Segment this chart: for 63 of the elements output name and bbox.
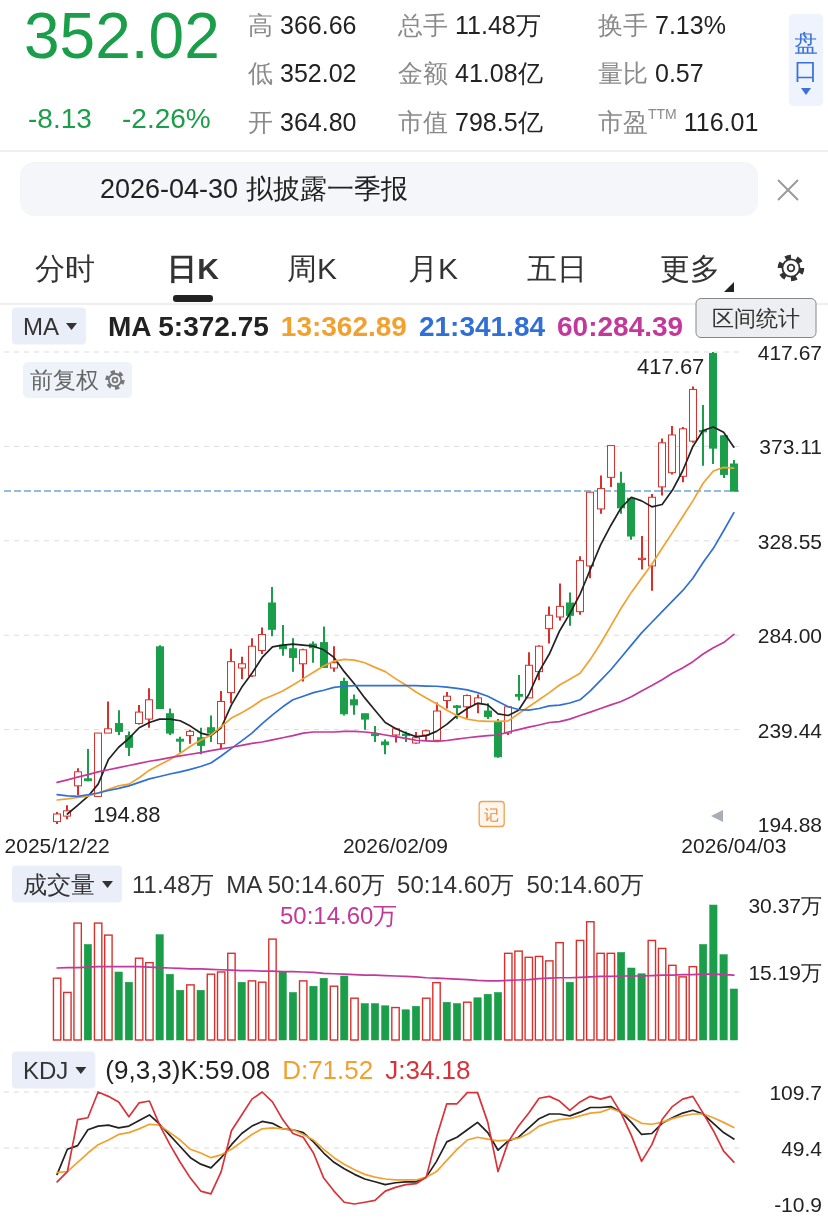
legend: J:34.18 — [385, 1055, 471, 1085]
header-text: 11.48万 — [132, 870, 215, 898]
label: 金额 — [398, 59, 448, 87]
card-text: 月K — [408, 251, 458, 285]
legend: 13:362.89 — [280, 310, 407, 342]
card-text: -8.13 — [28, 102, 92, 134]
legend: (9,3,3)K:59.08 — [105, 1055, 271, 1085]
y-tick-label: 284.00 — [757, 623, 822, 647]
y-tick-label: 417.67 — [757, 340, 822, 364]
value: 352.02 — [280, 59, 357, 87]
button-label: 成交量 — [23, 870, 95, 898]
x-tick-label: 2026/04/03 — [681, 833, 787, 857]
title: 352.02 — [24, 0, 220, 72]
legend: D:71.52 — [282, 1055, 374, 1085]
card-text: -2.26% — [122, 102, 211, 134]
header-text: MA 50:14.60万 — [226, 870, 386, 898]
legend: MA 5:372.75 — [108, 310, 269, 342]
header-text: 50:14.60万 — [526, 870, 644, 898]
y-tick-label: 194.88 — [757, 812, 822, 836]
marker-label: 记 — [484, 805, 500, 823]
button-label: MA — [23, 312, 59, 340]
label: 高 — [248, 11, 273, 39]
value: 41.08亿 — [455, 59, 543, 87]
label: 换手 — [598, 11, 648, 39]
label: 市盈$^{TTM}$ — [598, 106, 677, 136]
notice: 2026-04-30 拟披露一季报 — [100, 174, 408, 204]
y-tick-label: 328.55 — [757, 529, 822, 553]
header-text: 50:14.60万 — [397, 870, 515, 898]
x-tick-label: 2025/12/22 — [4, 833, 110, 857]
card-text: 分时 — [35, 251, 95, 285]
annotation: 194.88 — [93, 801, 161, 827]
card-text: 更多 — [660, 251, 720, 285]
y-tick-label: 30.37万 — [748, 893, 822, 917]
card-text: 周K — [287, 251, 337, 285]
card-text: 日K — [167, 251, 219, 285]
y-tick-label: 239.44 — [757, 718, 822, 742]
button-label: 盘口 — [794, 28, 818, 84]
value: 366.66 — [280, 11, 357, 39]
y-tick-label: 49.4 — [781, 1136, 822, 1160]
legend: 60:284.39 — [557, 310, 684, 342]
x-tick-label: 2026/02/09 — [342, 833, 449, 857]
card-text: 五日 — [527, 251, 587, 285]
label: 低 — [248, 59, 273, 87]
button-label: 区间统计 — [712, 305, 800, 331]
value: 0.57 — [655, 59, 704, 87]
label: 总手 — [398, 11, 448, 39]
label: 开 — [248, 108, 273, 136]
button-label: KDJ — [23, 1056, 69, 1084]
y-tick-label: 15.19万 — [748, 961, 822, 984]
label: 量比 — [598, 59, 648, 87]
y-tick-label: 109.7 — [769, 1080, 822, 1104]
value: 7.13% — [655, 11, 726, 39]
value: 364.80 — [280, 108, 357, 136]
legend: 21:341.84 — [418, 310, 546, 342]
legend: 50:14.60万 — [280, 901, 398, 929]
value: 11.48万 — [455, 11, 541, 39]
annotation: 417.67 — [637, 353, 705, 379]
y-tick-label: 373.11 — [759, 434, 822, 458]
label: 市值 — [398, 108, 448, 136]
value: 116.01 — [683, 108, 759, 136]
y-tick-label: -10.9 — [774, 1192, 822, 1216]
value: 798.5亿 — [455, 108, 543, 136]
button-label: 前复权 — [30, 367, 99, 393]
